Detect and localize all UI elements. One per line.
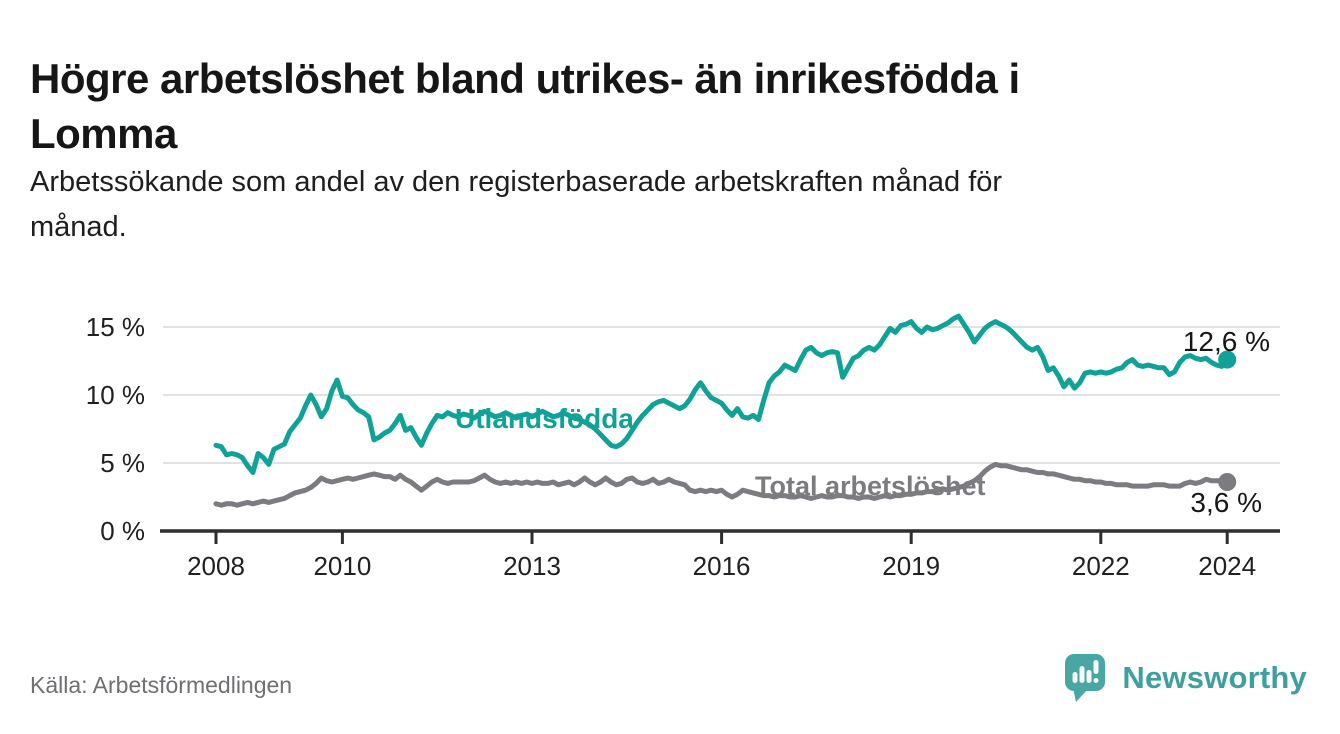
y-axis-tick-label: 15 % [86,312,145,342]
x-axis-tick-label: 2013 [503,551,561,581]
series-label-utlandsfodda: Utlandsfödda [455,403,634,434]
end-value-label-total: 3,6 % [1190,487,1262,518]
series-end-dot-0 [1218,350,1237,369]
brand-name: Newsworthy [1122,660,1307,695]
x-axis-tick-label: 2016 [693,551,751,581]
chart-subtitle-line2: månad. [30,210,127,243]
chart-subtitle-line1: Arbetssökande som andel av den registerb… [30,166,1003,198]
series-label-total-arbetsloshet: Total arbetslöshet [755,471,986,501]
series-line-0 [213,313,1230,475]
chart-title-line1: Högre arbetslöshet bland utrikes- än inr… [30,55,1020,103]
speech-bubble-bar-chart-icon [1065,654,1106,702]
series-end-dot-1 [1218,473,1237,491]
newsworthy-logo: Newsworthy [1063,652,1307,704]
chart-title: Högre arbetslöshet bland utrikes- än inr… [30,52,1325,161]
series-line-1 [213,461,1230,508]
x-axis-tick-label: 2008 [187,551,245,581]
x-axis-tick-label: 2024 [1198,551,1256,581]
y-axis-tick-label: 10 % [86,380,145,410]
x-axis-tick-label: 2019 [882,551,940,581]
source-note: Källa: Arbetsförmedlingen [30,672,293,698]
y-axis-tick-label: 5 % [100,448,145,478]
chart-title-line2: Lomma [30,109,177,157]
y-axis-tick-label: 0 % [100,516,145,546]
chart-subtitle: Arbetssökande som andel av den registerb… [30,160,1325,250]
x-axis-tick-label: 2010 [313,551,371,581]
x-axis-tick-label: 2022 [1072,551,1130,581]
end-value-label-utlandsfodda: 12,6 % [1182,326,1270,357]
